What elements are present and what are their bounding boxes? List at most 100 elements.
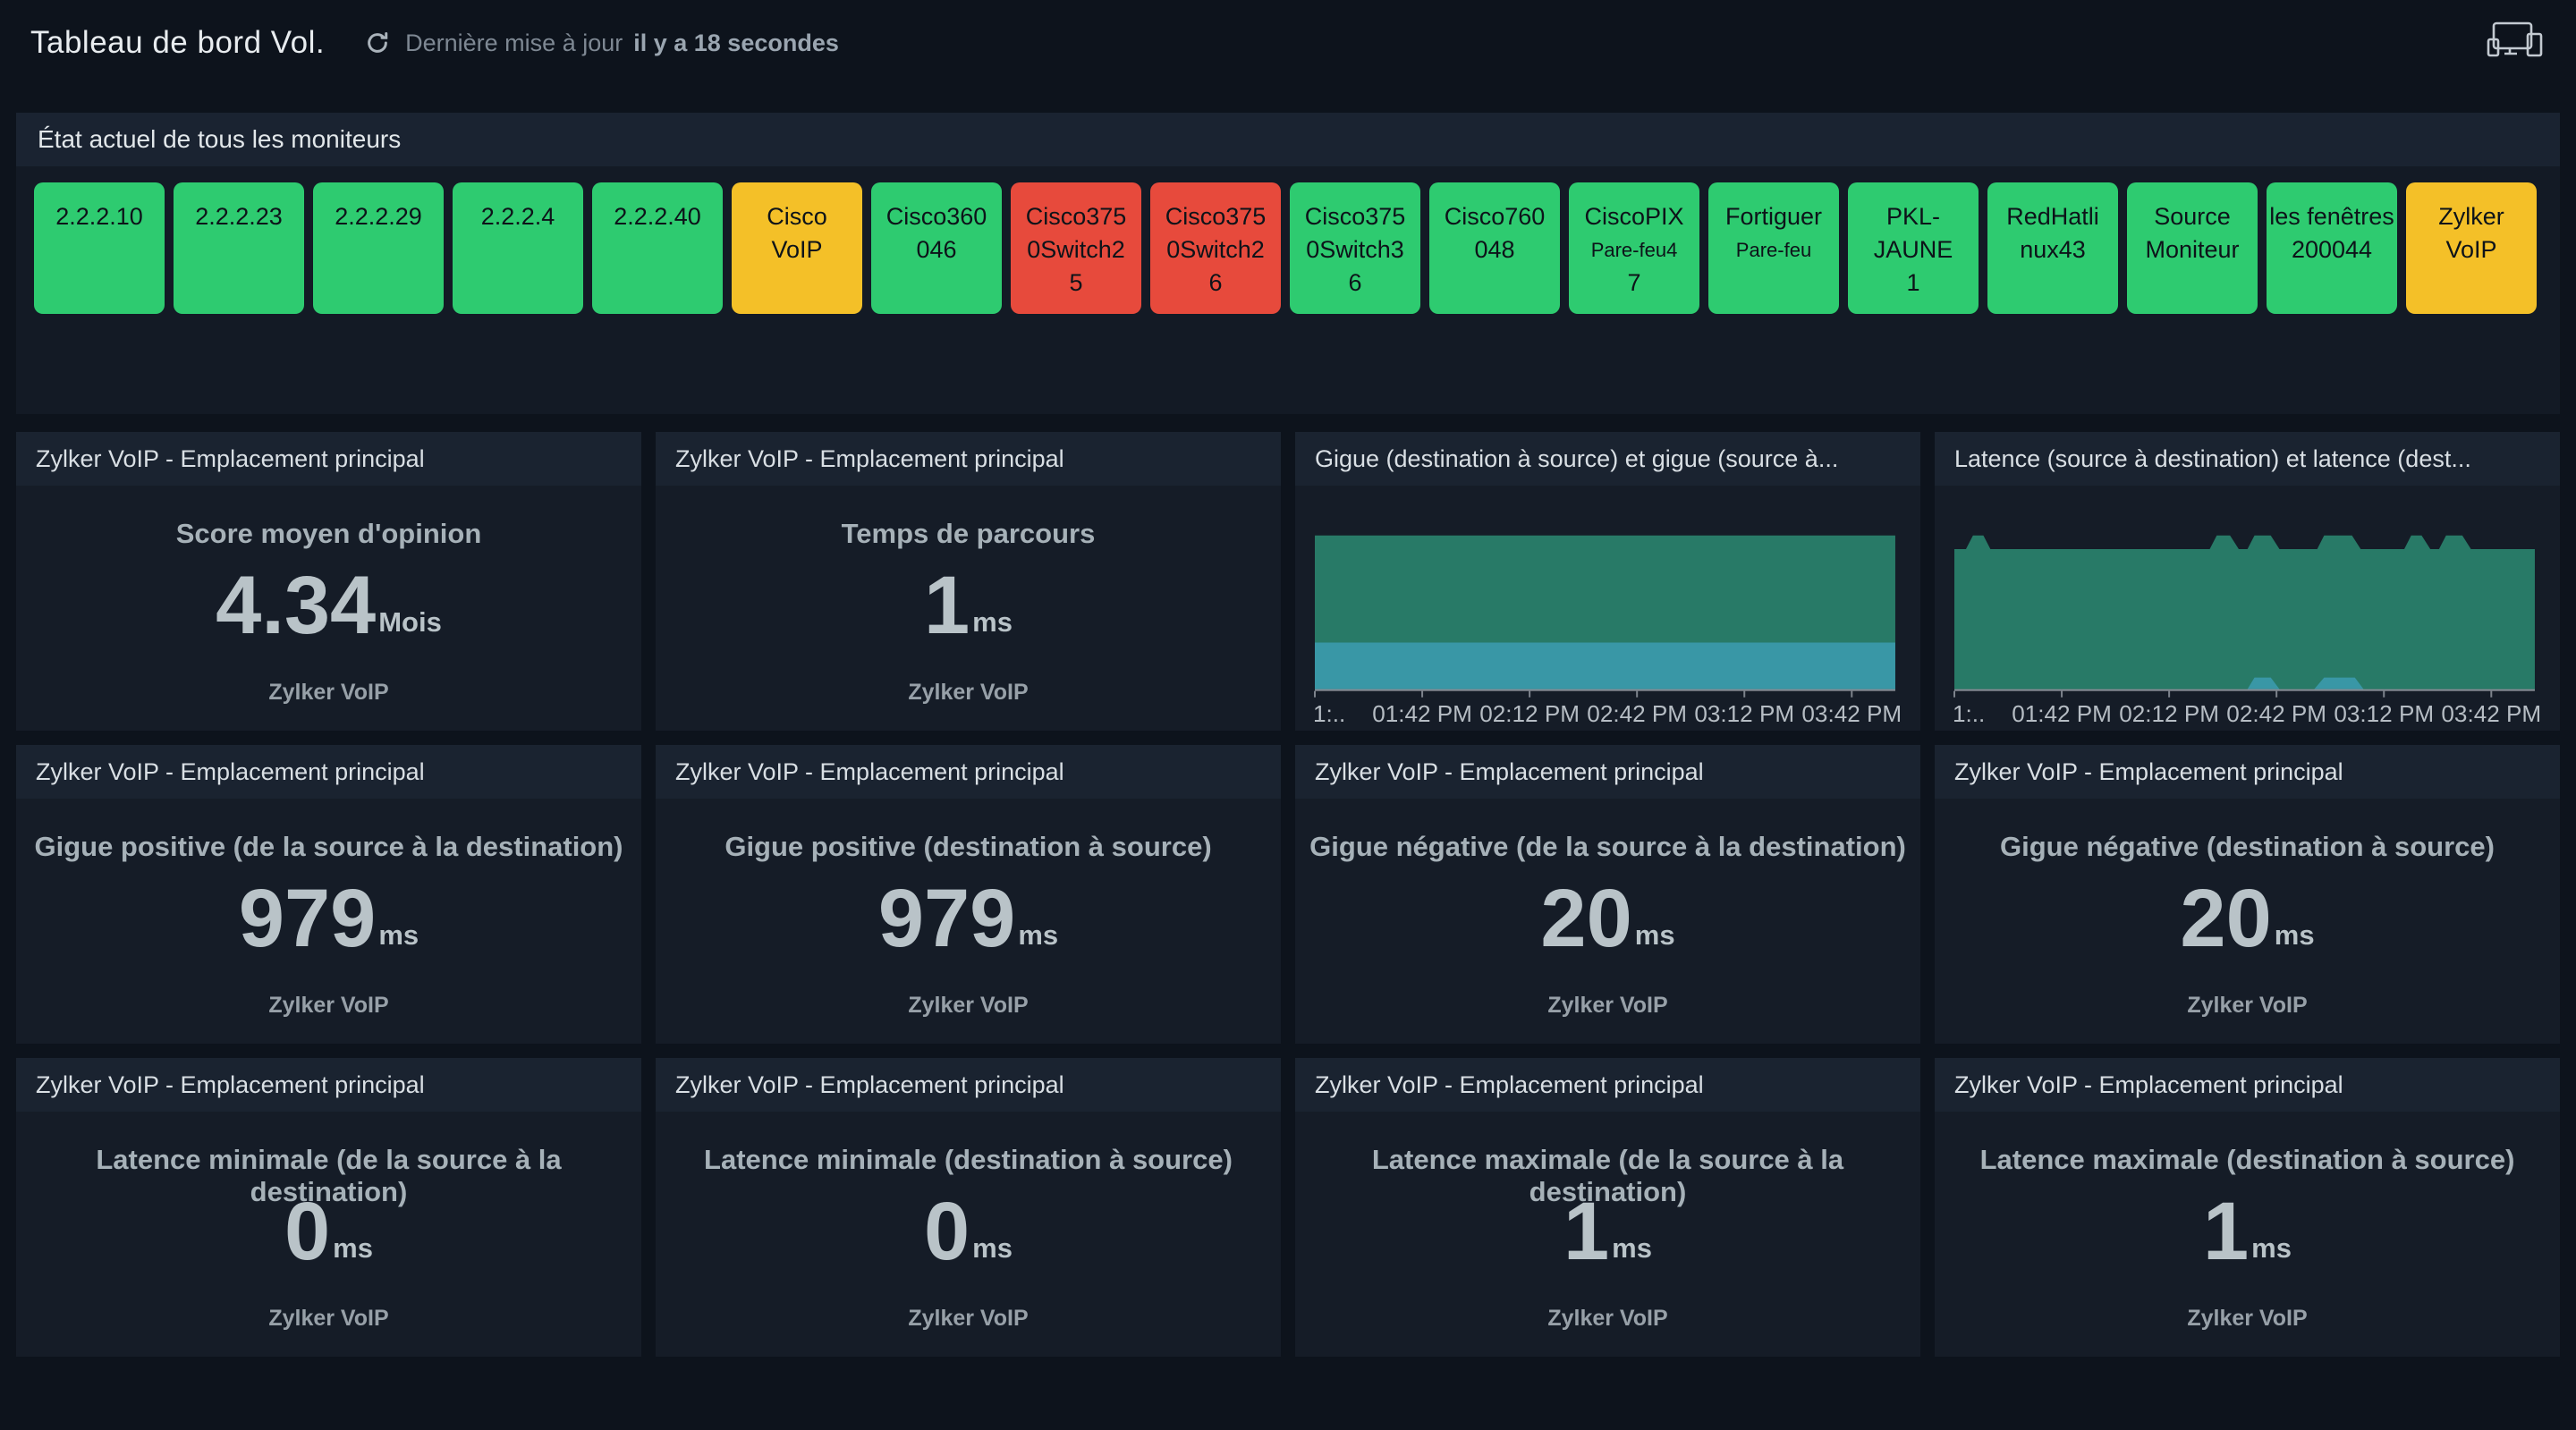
tile-label: les fenêtres [2269, 203, 2394, 230]
monitor-name: Zylker VoIP [908, 680, 1029, 705]
widget-body: Latence maximale (destination à source) … [1935, 1112, 2560, 1357]
widget-card-pos-jitter-sd: Zylker VoIP - Emplacement principal Gigu… [16, 745, 641, 1044]
monitor-name: Zylker VoIP [908, 993, 1029, 1018]
monitor-tile[interactable]: RedHatli nux43 [1987, 182, 2118, 314]
tile-label: JAUNE [1873, 236, 1953, 263]
tile-label: Pare-feu [1735, 239, 1812, 261]
tile-label: VoIP [2445, 236, 2497, 263]
tile-label: 5 [1069, 269, 1083, 296]
metric-value: 0 [284, 1186, 331, 1278]
tile-label: nux43 [2020, 236, 2086, 263]
widget-card-min-latency-ds: Zylker VoIP - Emplacement principal Late… [656, 1058, 1281, 1357]
widget-body: Latence minimale (de la source à la dest… [16, 1112, 641, 1357]
widget-card-max-latency-ds: Zylker VoIP - Emplacement principal Late… [1935, 1058, 2560, 1357]
monitor-name: Zylker VoIP [268, 1306, 389, 1331]
monitor-tile[interactable]: Source Moniteur [2127, 182, 2258, 314]
metric-label: Gigue positive (de la source à la destin… [34, 831, 623, 862]
metric-unit: ms [378, 919, 419, 952]
monitor-tile[interactable]: Zylker VoIP [2406, 182, 2537, 314]
widget-header: Gigue (destination à source) et gigue (s… [1295, 432, 1920, 486]
monitor-tile[interactable]: 2.2.2.29 [313, 182, 444, 314]
svg-text:1:..: 1:.. [1313, 700, 1345, 727]
devices-icon[interactable] [2483, 20, 2546, 66]
monitor-tile[interactable]: Cisco375 0Switch3 6 [1290, 182, 1420, 314]
tile-label: Cisco375 [1304, 203, 1406, 230]
monitor-tile[interactable]: 2.2.2.40 [592, 182, 723, 314]
monitors-panel-header: État actuel de tous les moniteurs [16, 113, 2560, 166]
tile-label: CiscoPIX [1584, 203, 1684, 230]
widget-header: Zylker VoIP - Emplacement principal [1935, 745, 2560, 799]
monitor-name: Zylker VoIP [268, 993, 389, 1018]
svg-text:01:42 PM: 01:42 PM [1372, 700, 1472, 727]
monitor-name: Zylker VoIP [268, 680, 389, 705]
widget-card-max-latency-sd: Zylker VoIP - Emplacement principal Late… [1295, 1058, 1920, 1357]
metric-label: Latence maximale (destination à source) [1979, 1144, 2515, 1175]
monitor-tile[interactable]: Cisco760 048 [1429, 182, 1560, 314]
metric-unit: ms [1018, 919, 1059, 952]
metric-unit: ms [2251, 1232, 2292, 1265]
metric-label: Temps de parcours [841, 518, 1096, 549]
svg-text:02:42 PM: 02:42 PM [1587, 700, 1687, 727]
refresh-icon[interactable] [364, 30, 391, 56]
monitors-status-panel: État actuel de tous les moniteurs 2.2.2.… [16, 113, 2560, 414]
svg-text:03:42 PM: 03:42 PM [1801, 700, 1902, 727]
monitor-tile[interactable]: Cisco375 0Switch2 5 [1011, 182, 1141, 314]
monitor-tile[interactable]: Cisco VoIP [732, 182, 862, 314]
widget-body: Gigue positive (destination à source) 97… [656, 799, 1281, 1044]
svg-text:02:12 PM: 02:12 PM [1479, 700, 1580, 727]
metric-label: Latence maximale (de la source à la dest… [1371, 1144, 1844, 1207]
monitor-tile[interactable]: PKL- JAUNE 1 [1848, 182, 1979, 314]
monitors-tile-row: 2.2.2.10 2.2.2.23 2.2.2.29 2.2.2.4 2.2.2… [16, 166, 2560, 414]
widget-header: Zylker VoIP - Emplacement principal [656, 432, 1281, 486]
metric-unit: ms [972, 1232, 1013, 1265]
metric-value: 20 [1540, 873, 1632, 965]
top-bar: Tableau de bord Vol. Dernière mise à jou… [0, 0, 2576, 86]
last-update-time: il y a 18 secondes [633, 29, 839, 56]
monitor-tile[interactable]: les fenêtres 200044 [2267, 182, 2397, 314]
monitor-tile[interactable]: 2.2.2.23 [174, 182, 304, 314]
tile-label: 0Switch2 [1027, 236, 1125, 263]
metric-label: Gigue positive (destination à source) [724, 831, 1212, 862]
tile-label: 2.2.2.10 [55, 203, 143, 230]
tile-label: 6 [1208, 269, 1223, 296]
widget-card-neg-jitter-ds: Zylker VoIP - Emplacement principal Gigu… [1935, 745, 2560, 1044]
widget-body: Gigue négative (destination à source) 20… [1935, 799, 2560, 1044]
metric-unit: ms [333, 1232, 373, 1265]
monitor-tile[interactable]: Cisco375 0Switch2 6 [1150, 182, 1281, 314]
tile-label: VoIP [771, 236, 823, 263]
monitor-tile[interactable]: 2.2.2.10 [34, 182, 165, 314]
monitor-name: Zylker VoIP [2187, 993, 2308, 1018]
widget-header: Zylker VoIP - Emplacement principal [16, 432, 641, 486]
widget-body: Score moyen d'opinion 4.34 Mois Zylker Vo… [16, 486, 641, 731]
widget-body: Gigue négative (de la source à la destin… [1295, 799, 1920, 1044]
widget-card-min-latency-sd: Zylker VoIP - Emplacement principal Late… [16, 1058, 641, 1357]
monitor-tile[interactable]: Fortiguer Pare-feu [1708, 182, 1839, 314]
tile-label: Fortiguer [1724, 203, 1823, 230]
monitor-name: Zylker VoIP [1547, 1306, 1668, 1331]
monitor-tile[interactable]: Cisco360 046 [871, 182, 1002, 314]
metric-label: Latence minimale (destination à source) [704, 1144, 1233, 1175]
metric-unit: ms [1612, 1232, 1652, 1265]
widget-card-mos: Zylker VoIP - Emplacement principal Scor… [16, 432, 641, 731]
metric-value: 20 [2180, 873, 2272, 965]
widget-card-pos-jitter-ds: Zylker VoIP - Emplacement principal Gigu… [656, 745, 1281, 1044]
tile-label: Moniteur [2145, 236, 2240, 263]
metric-value: 1 [924, 560, 970, 652]
monitor-tile[interactable]: CiscoPIX Pare-feu4 7 [1569, 182, 1699, 314]
tile-label: Pare-feu4 [1590, 239, 1678, 261]
last-update-label: Dernière mise à jour [405, 29, 623, 56]
tile-label: 0Switch3 [1306, 236, 1404, 263]
metric-value: 4.34 [216, 560, 377, 652]
metric-value: 1 [2203, 1186, 2250, 1278]
svg-text:01:42 PM: 01:42 PM [2012, 700, 2112, 727]
widget-header: Zylker VoIP - Emplacement principal [16, 745, 641, 799]
monitors-panel-title: État actuel de tous les moniteurs [38, 125, 402, 153]
area-chart-svg: 1:.. 01:42 PM 02:12 PM 02:42 PM 03:12 PM 03:4… [1953, 535, 2541, 727]
widget-card-jitter-chart: Gigue (destination à source) et gigue (s… [1295, 432, 1920, 731]
monitor-tile[interactable]: 2.2.2.4 [453, 182, 583, 314]
widget-header: Zylker VoIP - Emplacement principal [1295, 1058, 1920, 1112]
tile-label: Zylker [2438, 203, 2504, 230]
tile-label: 046 [916, 236, 957, 263]
tile-label: 048 [1474, 236, 1515, 263]
tile-label: Cisco [767, 203, 827, 230]
